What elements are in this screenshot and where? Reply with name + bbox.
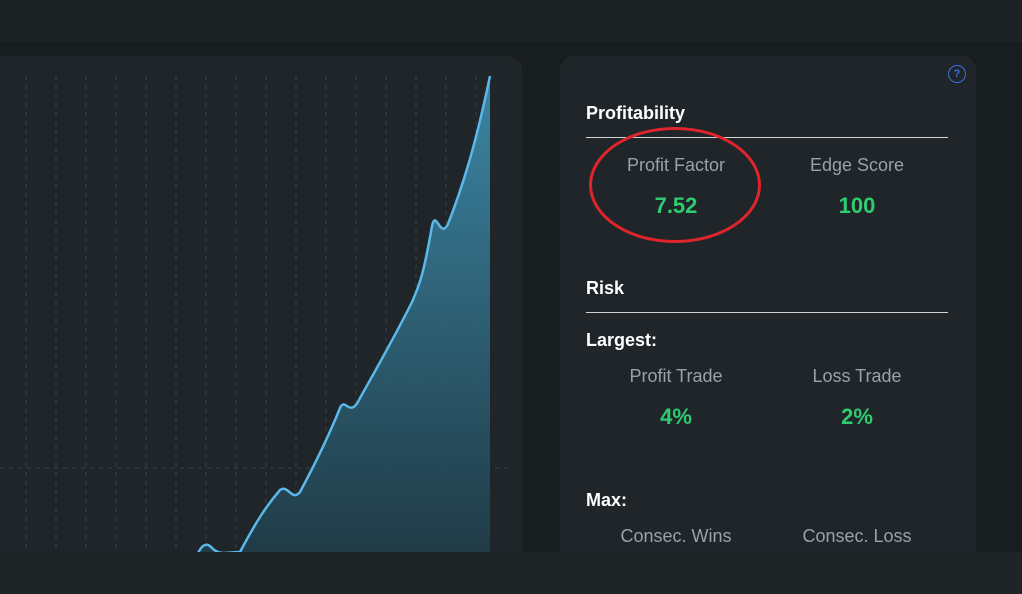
- equity-chart-panel: [0, 56, 522, 576]
- profit-factor-value: 7.52: [654, 193, 698, 218]
- profit-factor-highlight-circle: [589, 127, 761, 243]
- question-circle-icon[interactable]: ?: [948, 65, 966, 83]
- edge-score-label: Edge Score: [809, 155, 905, 175]
- stats-panel: ? Profitability Profit Factor 7.52 Edge …: [560, 56, 976, 576]
- largest-loss-trade-label: Loss Trade: [812, 366, 902, 386]
- profit-factor-label: Profit Factor: [626, 155, 726, 175]
- max-consec-wins-label: Consec. Wins: [620, 526, 732, 546]
- profitability-title: Profitability: [586, 103, 686, 123]
- top-bar: [0, 0, 1022, 42]
- largest-profit-trade-value: 4%: [660, 404, 692, 429]
- edge-score-value: 100: [838, 193, 876, 218]
- max-title: Max:: [586, 490, 628, 510]
- equity-curve-chart: [0, 75, 512, 576]
- largest-title: Largest:: [586, 330, 658, 350]
- risk-title: Risk: [586, 278, 625, 298]
- largest-loss-trade-value: 2%: [841, 404, 873, 429]
- max-consec-loss-label: Consec. Loss: [802, 526, 912, 546]
- largest-profit-trade-label: Profit Trade: [629, 366, 723, 386]
- bottom-bar: [0, 552, 1022, 594]
- equity-area: [190, 76, 490, 576]
- profitability-divider: [586, 137, 948, 138]
- risk-divider: [586, 312, 948, 313]
